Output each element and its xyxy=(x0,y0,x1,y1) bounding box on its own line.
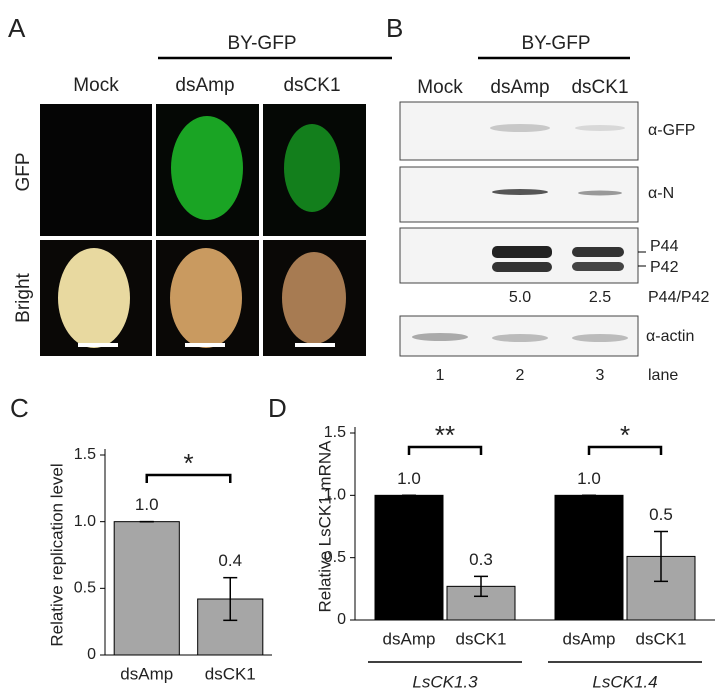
ratio: 5.0 xyxy=(509,289,531,306)
significance: ** xyxy=(435,420,455,450)
value-label: 0.5 xyxy=(649,505,673,524)
bar xyxy=(554,494,624,621)
insect-fluorescence xyxy=(171,116,243,220)
value-label: 1.0 xyxy=(135,495,159,514)
lane-number: 1 xyxy=(436,367,445,384)
y-axis-label: Relative replication level xyxy=(47,463,66,646)
panel-label: B xyxy=(386,13,403,43)
blot-label: α-GFP xyxy=(648,122,695,139)
column-label: dsCK1 xyxy=(571,77,628,98)
y-tick-label: 1.0 xyxy=(324,487,346,504)
value-label: 0.4 xyxy=(218,551,242,570)
column-label: Mock xyxy=(417,77,463,98)
group-label: LsCK1.4 xyxy=(592,672,657,691)
ratio: 2.5 xyxy=(589,289,611,306)
panel-label: C xyxy=(10,393,29,423)
insect xyxy=(282,252,346,344)
lane-number: 3 xyxy=(596,367,605,384)
significance-bracket xyxy=(145,473,232,483)
blot-label: α-actin xyxy=(646,328,694,345)
group-label: LsCK1.3 xyxy=(412,672,478,691)
y-axis-label: Relative LsCK1 mRNA xyxy=(315,440,334,613)
value-label: 1.0 xyxy=(397,469,421,488)
x-tick-label: dsCK1 xyxy=(455,629,506,648)
image xyxy=(40,104,152,236)
y-tick-label: 1.5 xyxy=(74,446,96,463)
x-tick-label: dsCK1 xyxy=(635,629,686,648)
lane-label: lane xyxy=(648,367,678,384)
y-tick-label: 0.5 xyxy=(74,580,96,597)
y-tick-label: 1.0 xyxy=(74,513,96,530)
group-label: BY-GFP xyxy=(228,33,297,54)
bar xyxy=(113,521,180,656)
blot-label: α-N xyxy=(648,185,674,202)
group-label: BY-GFP xyxy=(522,33,591,54)
column-label: dsAmp xyxy=(490,77,549,98)
significance-bracket xyxy=(407,445,483,455)
panel-label: A xyxy=(8,13,26,43)
y-tick-label: 0.5 xyxy=(324,549,346,566)
column-label: dsCK1 xyxy=(283,75,340,96)
column-label: Mock xyxy=(73,75,119,96)
column-label: dsAmp xyxy=(175,75,234,96)
row-label: Bright xyxy=(13,272,34,322)
ratio-label: P44/P42 xyxy=(648,289,709,306)
insect xyxy=(58,248,130,348)
insect xyxy=(170,248,242,348)
blots xyxy=(399,101,639,357)
row-label: GFP xyxy=(13,152,34,191)
significance-bracket xyxy=(587,445,663,455)
y-tick-label: 1.5 xyxy=(324,424,346,441)
y-tick-label: 0 xyxy=(87,646,96,663)
x-tick-label: dsAmp xyxy=(120,664,173,683)
bar xyxy=(374,494,444,621)
image-grid xyxy=(40,104,366,356)
x-tick-label: dsAmp xyxy=(563,629,616,648)
value-label: 1.0 xyxy=(577,469,601,488)
blot-label: P42 xyxy=(650,259,679,276)
y-tick-label: 0 xyxy=(337,611,346,628)
bands xyxy=(412,124,628,342)
insect-fluorescence xyxy=(284,124,340,212)
significance: * xyxy=(183,448,193,478)
blot-label: P44 xyxy=(650,238,679,255)
lane-number: 2 xyxy=(516,367,525,384)
panel-label: D xyxy=(268,393,287,423)
x-tick-label: dsCK1 xyxy=(205,664,256,683)
x-tick-label: dsAmp xyxy=(383,629,436,648)
value-label: 0.3 xyxy=(469,550,493,569)
significance: * xyxy=(620,420,630,450)
